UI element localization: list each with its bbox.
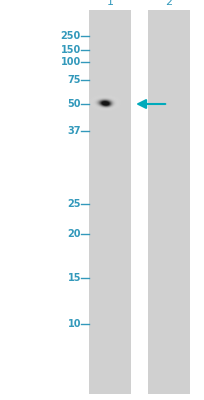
Text: 2: 2 <box>164 0 171 7</box>
Text: 1: 1 <box>106 0 113 7</box>
Text: 250: 250 <box>60 31 81 41</box>
Text: 20: 20 <box>67 229 81 239</box>
Text: 75: 75 <box>67 75 81 85</box>
Text: 15: 15 <box>67 273 81 283</box>
Text: 37: 37 <box>67 126 81 136</box>
Text: 150: 150 <box>60 45 81 55</box>
Text: 50: 50 <box>67 99 81 109</box>
Text: 10: 10 <box>67 319 81 329</box>
Text: 25: 25 <box>67 199 81 209</box>
Bar <box>89 10 131 394</box>
Bar <box>147 10 189 394</box>
Text: 100: 100 <box>60 57 81 67</box>
